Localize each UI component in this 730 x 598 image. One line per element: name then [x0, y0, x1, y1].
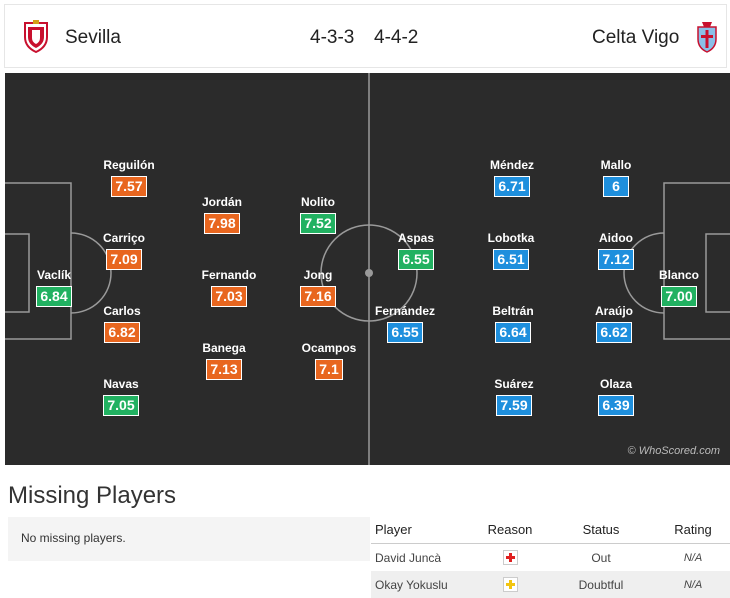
player-name: Jong: [303, 268, 333, 282]
player-name: Vaclík: [36, 268, 72, 282]
table-header-row: Player Reason Status Rating: [371, 515, 730, 544]
player-card[interactable]: Blanco 7.00: [634, 268, 724, 307]
missing-status: Out: [591, 550, 611, 565]
player-card[interactable]: Mallo 6: [571, 158, 661, 197]
header-player: Player: [371, 515, 474, 544]
missing-player-name[interactable]: David Juncà: [375, 550, 442, 565]
player-rating: 7.13: [206, 359, 242, 380]
home-formation: 4-3-3: [310, 27, 355, 48]
red-cross-injury-icon: [502, 550, 518, 566]
player-rating: 7.98: [204, 213, 240, 234]
player-name: Méndez: [489, 158, 534, 172]
away-team-name[interactable]: Celta Vigo: [592, 27, 680, 48]
player-card[interactable]: Araújo 6.62: [569, 304, 659, 343]
player-rating: 7.52: [300, 213, 336, 234]
pitch-lines: [5, 73, 730, 465]
match-header: Sevilla 4-3-3 4-4-2 Celta Vigo: [4, 4, 727, 68]
player-card[interactable]: Ocampos 7.1: [284, 341, 374, 380]
player-name: Banega: [202, 341, 246, 355]
player-name: Navas: [103, 377, 139, 391]
player-rating: 7.03: [211, 286, 247, 307]
player-card[interactable]: Fernando 7.03: [184, 268, 274, 307]
away-formation: 4-4-2: [374, 27, 419, 48]
player-name: Lobotka: [487, 231, 535, 245]
player-rating: 7.59: [496, 395, 532, 416]
player-name: Jordán: [201, 195, 242, 209]
pitch: Vaclík 6.84 Reguilón 7.57 Carriço 7.09 C…: [5, 73, 730, 465]
celta-vigo-crest-icon: [697, 22, 717, 53]
player-card[interactable]: Nolito 7.52: [273, 195, 363, 234]
player-rating: 6: [603, 176, 629, 197]
home-team-name[interactable]: Sevilla: [65, 27, 121, 48]
player-name: Ocampos: [301, 341, 357, 355]
player-card[interactable]: Aidoo 7.12: [571, 231, 661, 270]
player-rating: 6.55: [387, 322, 423, 343]
missing-status: Doubtful: [546, 571, 656, 598]
player-card[interactable]: Vaclík 6.84: [9, 268, 99, 307]
player-name: Beltrán: [492, 304, 534, 318]
no-missing-text: No missing players.: [21, 531, 126, 545]
player-rating: 6.84: [36, 286, 72, 307]
player-name: Fernando: [201, 268, 257, 282]
player-name: Carriço: [102, 231, 146, 245]
player-rating: 6.71: [494, 176, 530, 197]
player-name: Aidoo: [599, 231, 633, 245]
table-row: David Juncà Out N/A: [371, 544, 730, 572]
player-rating: 6.51: [493, 249, 529, 270]
player-card[interactable]: Olaza 6.39: [571, 377, 661, 416]
sevilla-crest-icon: [24, 20, 48, 53]
player-rating: 7.16: [300, 286, 336, 307]
missing-player-name[interactable]: Okay Yokuslu: [371, 571, 474, 598]
player-card[interactable]: Méndez 6.71: [467, 158, 557, 197]
player-name: Olaza: [599, 377, 632, 391]
player-rating: 6.39: [598, 395, 634, 416]
missing-rating: N/A: [656, 571, 730, 598]
player-card[interactable]: Carlos 6.82: [77, 304, 167, 343]
player-rating: 7.57: [111, 176, 147, 197]
player-card[interactable]: Reguilón 7.57: [84, 158, 174, 197]
missing-rating: N/A: [683, 551, 703, 564]
yellow-cross-doubtful-icon: [502, 577, 518, 593]
player-name: Mallo: [600, 158, 632, 172]
player-name: Aspas: [397, 231, 435, 245]
player-rating: 7.00: [661, 286, 697, 307]
player-card[interactable]: Lobotka 6.51: [466, 231, 556, 270]
player-name: Suárez: [494, 377, 534, 391]
player-rating: 6.82: [104, 322, 140, 343]
table-row: Okay Yokuslu Doubtful N/A: [371, 571, 730, 598]
player-rating: 7.09: [106, 249, 142, 270]
player-rating: 6.55: [398, 249, 434, 270]
player-card[interactable]: Fernández 6.55: [360, 304, 450, 343]
player-card[interactable]: Suárez 7.59: [469, 377, 559, 416]
watermark: © WhoScored.com: [627, 445, 720, 457]
player-card[interactable]: Beltrán 6.64: [468, 304, 558, 343]
player-card[interactable]: Navas 7.05: [76, 377, 166, 416]
player-rating: 7.1: [315, 359, 343, 380]
player-card[interactable]: Banega 7.13: [179, 341, 269, 380]
header-reason: Reason: [474, 515, 546, 544]
player-rating: 7.05: [103, 395, 139, 416]
home-missing-box: No missing players.: [8, 517, 370, 561]
player-name: Fernández: [374, 304, 435, 318]
player-rating: 7.12: [598, 249, 634, 270]
player-name: Araújo: [594, 304, 633, 318]
player-card[interactable]: Carriço 7.09: [79, 231, 169, 270]
player-card[interactable]: Jong 7.16: [273, 268, 363, 307]
missing-players-title: Missing Players: [8, 482, 177, 509]
player-card[interactable]: Jordán 7.98: [177, 195, 267, 234]
player-name: Reguilón: [103, 158, 155, 172]
player-name: Carlos: [103, 304, 141, 318]
player-name: Blanco: [658, 268, 699, 282]
header-status: Status: [546, 515, 656, 544]
player-rating: 6.64: [495, 322, 531, 343]
player-name: Nolito: [301, 195, 335, 209]
header-rating: Rating: [656, 515, 730, 544]
player-card[interactable]: Aspas 6.55: [371, 231, 461, 270]
player-rating: 6.62: [596, 322, 632, 343]
away-missing-table: Player Reason Status Rating David Juncà …: [371, 515, 730, 598]
